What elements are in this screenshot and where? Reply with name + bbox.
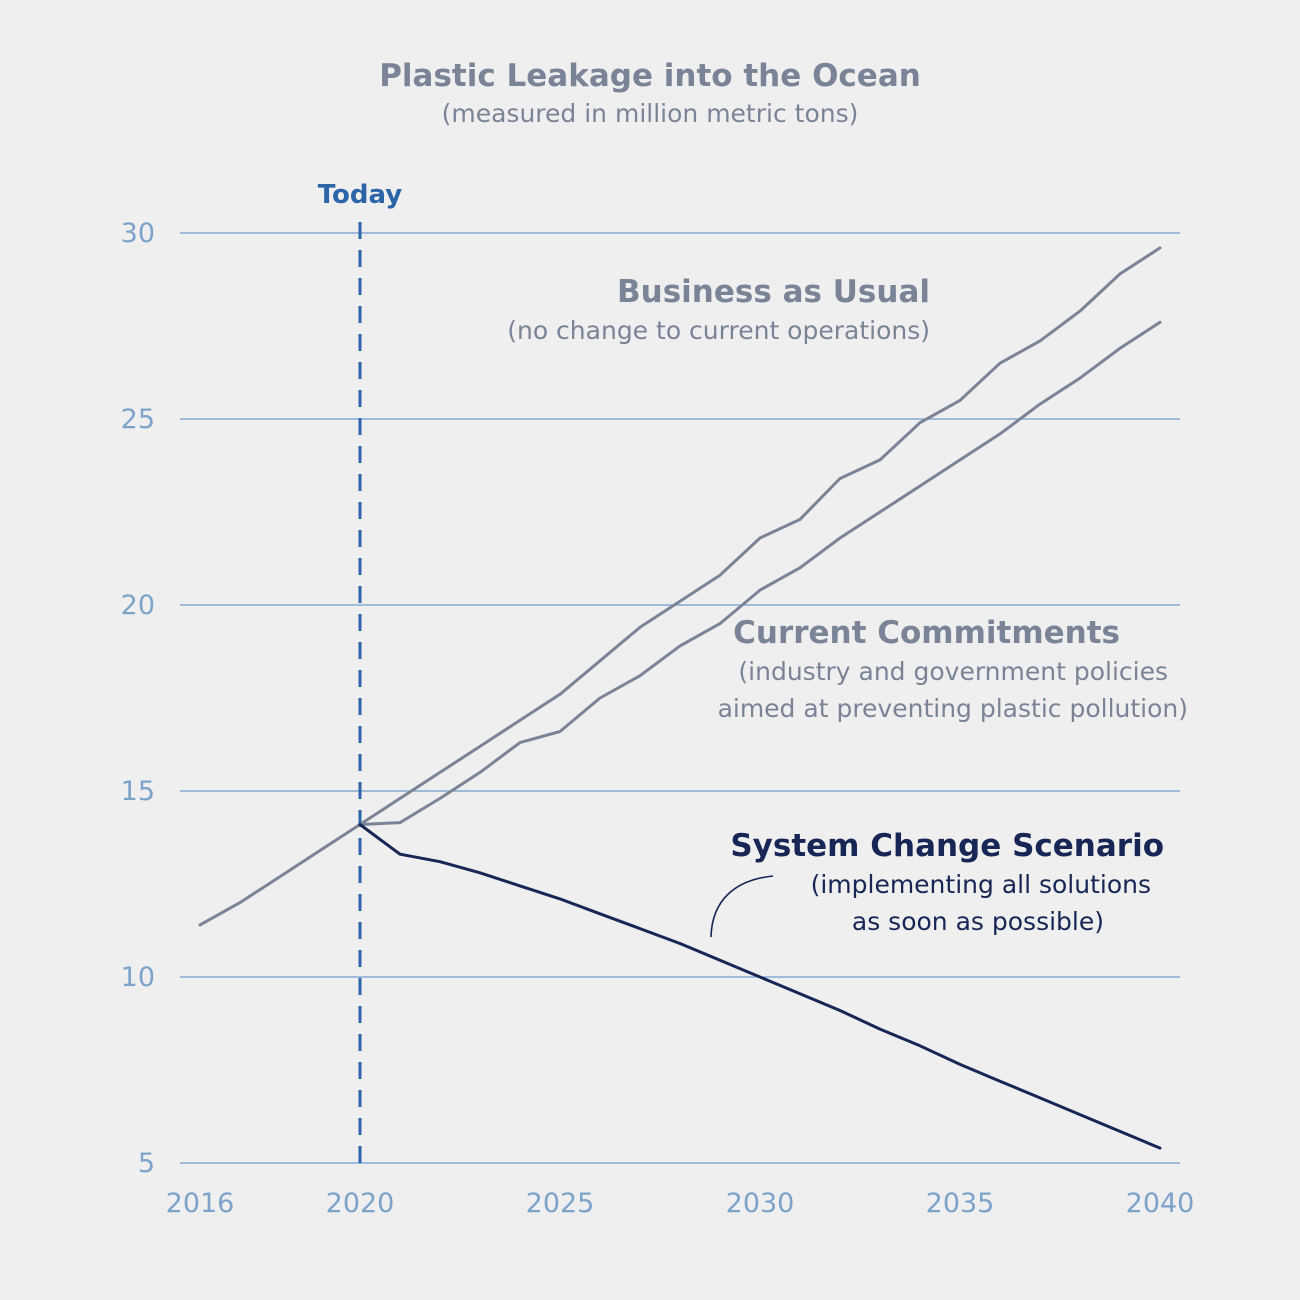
y-tick-label: 15	[121, 776, 155, 807]
y-tick-label: 25	[121, 404, 155, 435]
x-tick-label: 2016	[166, 1188, 235, 1219]
y-axis-ticks: 30 25 20 15 10 5	[121, 218, 155, 1179]
series-line-current-commitments	[358, 320, 1162, 826]
series-label-business-as-usual: Business as Usual	[617, 274, 930, 310]
annotation-connector	[710, 875, 774, 938]
x-tick-label: 2025	[526, 1188, 595, 1219]
series-lines	[198, 246, 1162, 1150]
chart-subtitle: (measured in million metric tons)	[442, 99, 859, 128]
x-axis-ticks: 2016 2020 2025 2030 2035 2040	[166, 1188, 1195, 1219]
series-note-system-change-line1: (implementing all solutions	[811, 870, 1151, 899]
series-line-system-change	[358, 823, 1162, 1150]
y-tick-label: 30	[121, 218, 155, 249]
series-label-current-commitments: Current Commitments	[733, 615, 1120, 651]
x-tick-label: 2020	[326, 1188, 395, 1219]
x-tick-label: 2040	[1126, 1188, 1195, 1219]
series-line-business-as-usual	[198, 246, 1162, 927]
y-tick-label: 5	[138, 1148, 155, 1179]
y-tick-label: 20	[121, 590, 155, 621]
series-note-current-commitments-line1: (industry and government policies	[738, 657, 1168, 686]
series-note-system-change-line2: as soon as possible)	[852, 907, 1104, 936]
series-label-system-change: System Change Scenario	[730, 828, 1164, 864]
y-tick-label: 10	[121, 962, 155, 993]
series-note-business-as-usual: (no change to current operations)	[507, 316, 930, 345]
series-note-current-commitments-line2: aimed at preventing plastic pollution)	[718, 694, 1188, 723]
chart-title: Plastic Leakage into the Ocean	[379, 58, 921, 94]
x-tick-label: 2030	[726, 1188, 795, 1219]
x-tick-label: 2035	[926, 1188, 995, 1219]
today-label: Today	[318, 180, 403, 210]
grid-lines	[180, 232, 1180, 1164]
